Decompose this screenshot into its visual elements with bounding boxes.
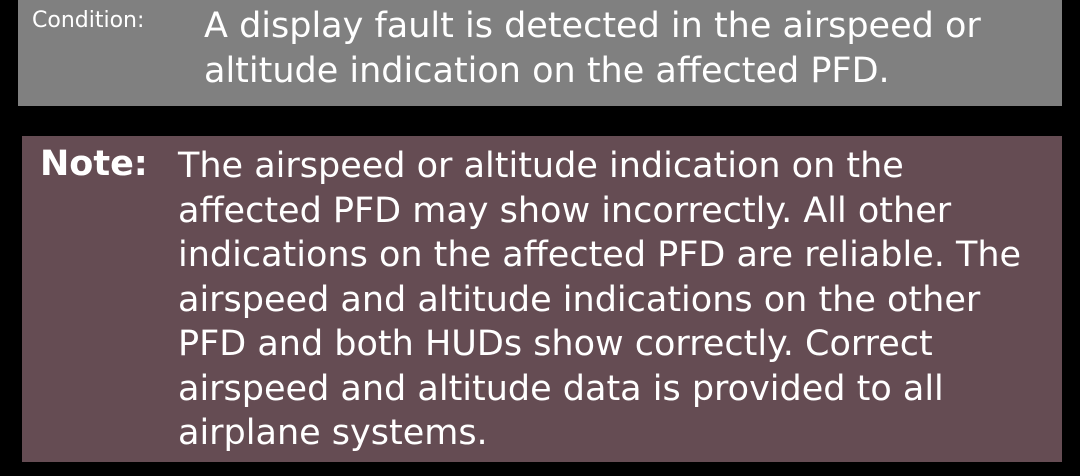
condition-label: Condition:	[32, 8, 145, 33]
condition-box: Condition: A display fault is detected i…	[18, 0, 1062, 106]
condition-text: A display fault is detected in the airsp…	[204, 6, 981, 91]
note-label: Note:	[40, 144, 148, 184]
note-box: Note: The airspeed or altitude indicatio…	[22, 136, 1062, 462]
note-text: The airspeed or altitude indication on t…	[178, 146, 1022, 453]
